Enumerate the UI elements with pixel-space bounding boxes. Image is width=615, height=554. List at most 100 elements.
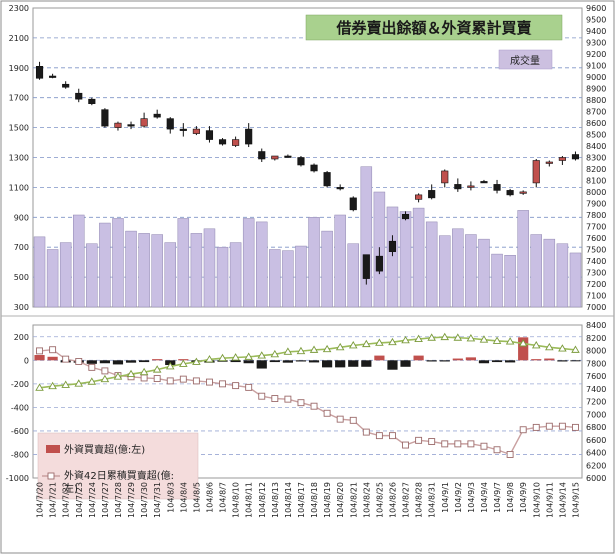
- green-point: [87, 377, 97, 385]
- cumulative-point: [454, 440, 462, 448]
- candle-body: [519, 191, 527, 194]
- candle-body: [323, 172, 331, 187]
- top-left-tick-label: 900: [14, 213, 29, 222]
- cumulative-point: [297, 399, 305, 407]
- candle-body: [571, 154, 580, 160]
- x-category-label: 104/7/30: [140, 482, 149, 518]
- candle-body: [258, 151, 266, 160]
- net-buy-bar: [99, 360, 110, 364]
- volume-bar: [59, 242, 72, 308]
- candle-body: [218, 139, 227, 145]
- cumulative-point: [336, 415, 344, 423]
- volume-bar: [491, 253, 503, 308]
- volume-bar: [478, 238, 490, 308]
- volume-bar: [399, 211, 412, 308]
- candle-body: [558, 157, 566, 161]
- top-right-tick-label: 9100: [586, 62, 606, 71]
- top-right-tick-label: 7000: [586, 303, 606, 312]
- top-right-tick-label: 8300: [586, 154, 606, 163]
- cumulative-point: [101, 367, 109, 375]
- net-buy-bar: [439, 360, 450, 362]
- top-right-tick-label: 8600: [586, 119, 606, 128]
- top-right-tick-label: 7100: [586, 292, 606, 301]
- green-point: [74, 379, 84, 387]
- x-category-label: 104/8/21: [349, 482, 358, 518]
- x-category-label: 104/8/24: [362, 482, 371, 518]
- top-left-tick-label: 1700: [9, 94, 29, 103]
- green-point: [388, 337, 397, 346]
- volume-bar: [46, 249, 59, 308]
- candle-body: [153, 113, 161, 118]
- top-right-tick-label: 7800: [586, 211, 606, 220]
- bottom-right-tick-label: 8000: [586, 347, 606, 356]
- bottom-left-tick-label: 200: [14, 333, 29, 342]
- cumulative-point: [467, 440, 475, 448]
- x-category-label: 104/8/7: [219, 482, 228, 513]
- top-right-tick-label: 8800: [586, 96, 606, 105]
- green-point: [192, 357, 201, 365]
- net-buy-bar: [400, 360, 411, 367]
- top-left-tick-label: 700: [14, 243, 29, 252]
- candle-body: [114, 122, 122, 128]
- top-right-tick-label: 8700: [586, 108, 606, 117]
- volume-bar: [229, 242, 242, 308]
- bottom-left-tick-label: 0: [24, 356, 29, 365]
- chart-title: 借券賣出餘額＆外資累計買賣: [335, 19, 532, 37]
- volume-bar: [190, 233, 203, 308]
- bottom-right-tick-label: 6400: [586, 449, 606, 458]
- candle-body: [140, 118, 148, 127]
- bottom-right-tick-label: 6000: [586, 474, 606, 483]
- cumulative-point: [49, 346, 57, 354]
- x-category-label: 104/9/1: [441, 482, 450, 513]
- net-buy-bar: [505, 360, 516, 363]
- candle-body: [245, 128, 253, 145]
- x-category-label: 104/8/3: [166, 482, 175, 513]
- candle-body: [62, 83, 70, 88]
- net-buy-bar: [86, 360, 97, 364]
- candle-body: [454, 184, 462, 190]
- candle-body: [75, 92, 83, 100]
- net-buy-bar: [269, 360, 280, 363]
- green-point: [545, 342, 554, 351]
- x-category-label: 104/7/28: [114, 482, 123, 518]
- bottom-left-tick-label: -600: [11, 427, 29, 436]
- bottom-left-tick-label: -400: [11, 403, 29, 412]
- volume-bar: [138, 233, 150, 308]
- net-buy-bar: [518, 337, 529, 361]
- volume-bar: [216, 246, 229, 308]
- candle-body: [415, 194, 423, 200]
- volume-bar: [295, 245, 307, 308]
- cumulative-point: [153, 375, 161, 382]
- volume-label: 成交量: [510, 54, 540, 67]
- candle-body: [101, 109, 109, 127]
- candle-body: [336, 187, 344, 190]
- green-point: [453, 333, 463, 341]
- x-category-label: 104/9/3: [467, 482, 476, 513]
- x-category-label: 104/8/31: [428, 482, 437, 518]
- top-right-tick-label: 8500: [586, 131, 606, 140]
- top-left-tick-label: 1100: [9, 183, 29, 192]
- net-buy-bar: [374, 355, 385, 361]
- cumulative-point: [558, 422, 566, 430]
- cumulative-point: [323, 409, 331, 417]
- green-point: [505, 337, 515, 345]
- candle-body: [192, 128, 200, 134]
- bottom-right-tick-label: 7600: [586, 372, 606, 381]
- x-category-label: 104/9/9: [519, 482, 528, 513]
- cumulative-point: [375, 432, 383, 440]
- x-category-label: 104/8/4: [179, 482, 188, 513]
- bottom-right-tick-label: 6800: [586, 423, 606, 432]
- candle-body: [205, 130, 214, 140]
- top-left-tick-label: 2300: [9, 4, 29, 13]
- volume-bar: [530, 234, 542, 308]
- green-point: [126, 369, 136, 378]
- bottom-right-tick-label: 7200: [586, 398, 606, 407]
- top-right-tick-label: 7400: [586, 257, 606, 266]
- green-point: [414, 334, 423, 342]
- net-buy-bar: [478, 360, 490, 364]
- green-point: [283, 347, 293, 355]
- green-point: [401, 335, 410, 344]
- green-point: [270, 349, 280, 358]
- green-point: [165, 362, 175, 370]
- top-right-tick-label: 7700: [586, 223, 606, 232]
